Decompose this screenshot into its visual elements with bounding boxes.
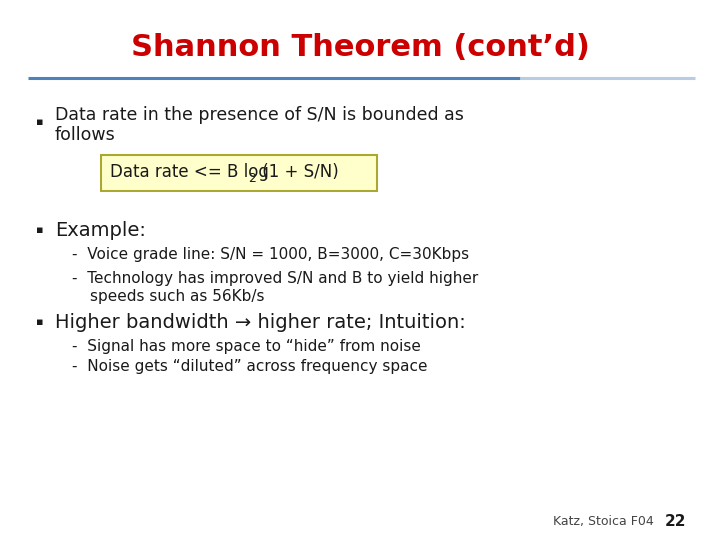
Text: Katz, Stoica F04: Katz, Stoica F04 [553, 516, 654, 529]
Text: Higher bandwidth → higher rate; Intuition:: Higher bandwidth → higher rate; Intuitio… [55, 313, 466, 332]
Text: -  Voice grade line: S/N = 1000, B=3000, C=30Kbps: - Voice grade line: S/N = 1000, B=3000, … [72, 247, 469, 262]
Text: -  Signal has more space to “hide” from noise: - Signal has more space to “hide” from n… [72, 340, 421, 354]
Text: (1 + S/N): (1 + S/N) [257, 163, 338, 181]
Text: follows: follows [55, 126, 116, 144]
Text: ▪: ▪ [36, 225, 43, 235]
Text: Data rate in the presence of S/N is bounded as: Data rate in the presence of S/N is boun… [55, 106, 464, 124]
Text: Data rate <= B log: Data rate <= B log [110, 163, 269, 181]
Text: ▪: ▪ [36, 317, 43, 327]
Text: Shannon Theorem (cont’d): Shannon Theorem (cont’d) [130, 33, 590, 63]
Text: -  Noise gets “diluted” across frequency space: - Noise gets “diluted” across frequency … [72, 360, 428, 375]
Text: speeds such as 56Kb/s: speeds such as 56Kb/s [90, 288, 264, 303]
Text: ▪: ▪ [36, 117, 43, 127]
Text: Example:: Example: [55, 220, 146, 240]
Text: 2: 2 [248, 172, 256, 185]
Text: 22: 22 [665, 515, 685, 530]
Text: -  Technology has improved S/N and B to yield higher: - Technology has improved S/N and B to y… [72, 271, 478, 286]
FancyBboxPatch shape [101, 155, 377, 191]
